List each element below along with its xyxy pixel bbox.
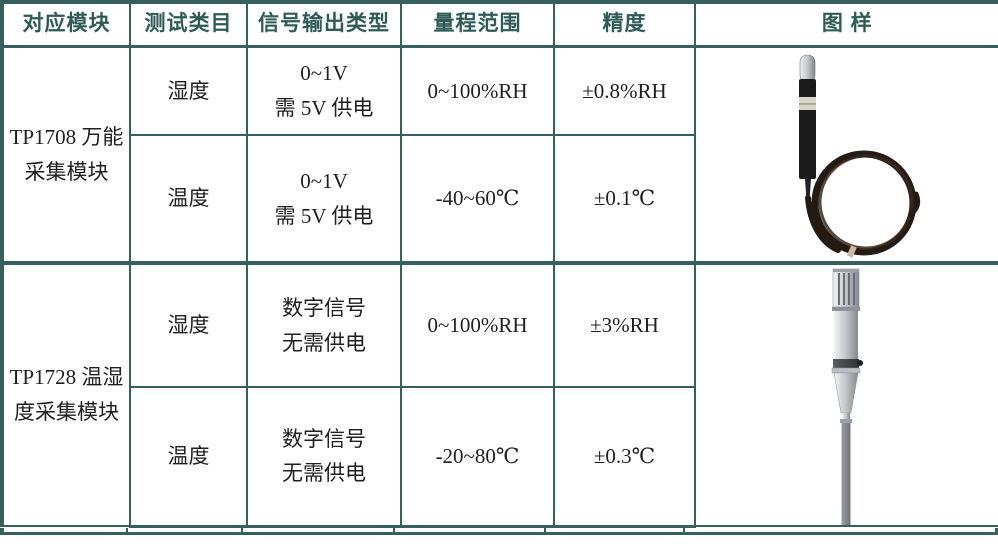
table-row: TP1708 万能采集模块 湿度 0~1V 需 5V 供电 0~100%RH ±…: [0, 45, 998, 264]
signal-line-2: 需 5V 供电: [274, 203, 374, 228]
cell-signal-type: 数字信号 无需供电: [246, 386, 402, 528]
table-row: 温度 数字信号 无需供电 -20~80℃ ±0.3℃: [2, 386, 998, 528]
metal-probe-illustration: [831, 268, 863, 524]
signal-line-1: 数字信号: [282, 426, 366, 451]
tp1728-probe-photo: [697, 267, 997, 524]
cell-accuracy: ±0.3℃: [553, 386, 696, 528]
header-accuracy: 精度: [553, 0, 696, 48]
signal-line-1: 0~1V: [300, 61, 348, 86]
cell-signal-type: 0~1V 需 5V 供电: [246, 134, 402, 264]
cell-range: -20~80℃: [400, 386, 555, 528]
column-edge-tick: [685, 527, 998, 532]
probe-with-coiled-cable-illustration: [798, 54, 920, 258]
cell-category: 温度: [129, 386, 248, 528]
column-edge-tick: [243, 527, 395, 532]
cell-sample-image-tp1708: [694, 45, 998, 264]
cell-category: 湿度: [129, 45, 248, 137]
cell-accuracy: ±3%RH: [553, 260, 696, 389]
cell-category: 湿度: [129, 260, 248, 389]
column-edge-tick: [546, 527, 685, 532]
column-edge-tick: [128, 527, 243, 532]
cell-module-name-tp1708: TP1708 万能采集模块: [0, 45, 131, 264]
header-signal-output-type: 信号输出类型: [246, 0, 402, 48]
header-row: 对应模块 测试类目 信号输出类型 量程范围 精度 图 样: [0, 0, 998, 48]
table-row: TP1728 温湿度采集模块 湿度 数字信号 无需供电 0~100%RH ±3%…: [0, 260, 998, 527]
header-range: 量程范围: [400, 0, 555, 48]
next-row-cut-off-edge: [0, 527, 998, 535]
cell-range: -40~60℃: [400, 134, 555, 264]
cell-category: 温度: [129, 134, 248, 264]
signal-line-2: 无需供电: [282, 330, 366, 355]
signal-line-2: 无需供电: [282, 461, 366, 486]
cell-signal-type: 数字信号 无需供电: [246, 260, 402, 389]
cell-accuracy: ±0.1℃: [553, 134, 696, 264]
header-module: 对应模块: [0, 0, 131, 48]
column-edge-tick: [0, 527, 128, 532]
cell-module-name-tp1728: TP1728 温湿度采集模块: [0, 261, 131, 527]
signal-line-1: 数字信号: [282, 296, 366, 321]
table-row: 温度 0~1V 需 5V 供电 -40~60℃ ±0.1℃: [2, 134, 998, 264]
header-test-category: 测试类目: [129, 0, 248, 48]
cell-sample-image-tp1728: [694, 261, 998, 527]
signal-line-1: 0~1V: [300, 168, 348, 193]
header-sample-image: 图 样: [694, 0, 998, 48]
tp1708-probe-photo: [697, 48, 997, 261]
sensor-module-spec-table: 对应模块 测试类目 信号输出类型 量程范围 精度 图 样 TP1708 万能采集…: [0, 0, 998, 528]
signal-line-2: 需 5V 供电: [274, 96, 374, 121]
cell-range: 0~100%RH: [400, 260, 555, 389]
cell-accuracy: ±0.8%RH: [553, 45, 696, 137]
cell-range: 0~100%RH: [400, 45, 555, 137]
column-edge-tick: [395, 527, 546, 532]
cell-signal-type: 0~1V 需 5V 供电: [246, 45, 402, 137]
